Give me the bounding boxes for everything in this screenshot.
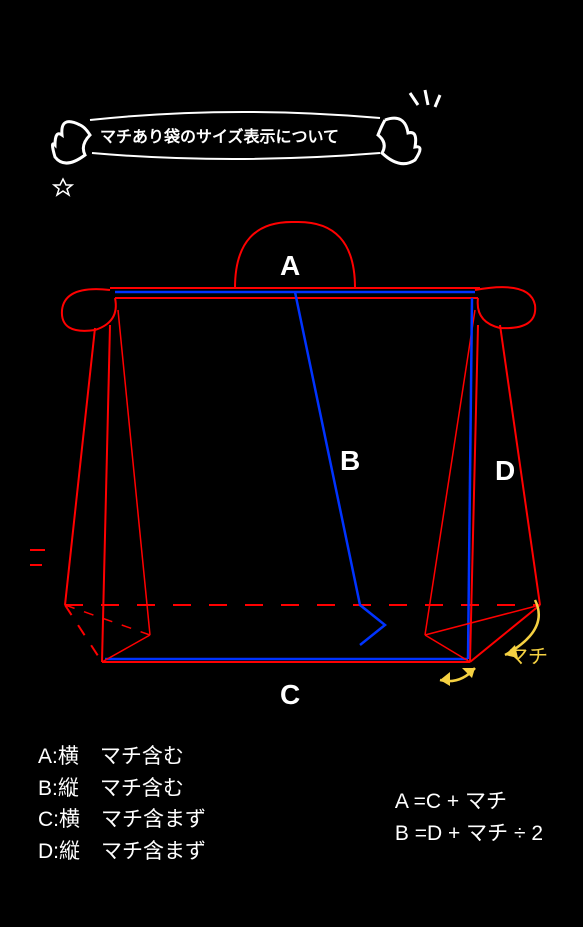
legend-right: A =C + マチ B =D + マチ ÷ 2 [395,786,543,849]
machi-arrowhead-2b [440,672,450,686]
bag-diagram: A B C D マチ [30,210,560,700]
inner-left-back [65,605,150,635]
legend-A: A:横 マチ含む [38,741,206,773]
title-area: マチあり袋のサイズ表示について [30,85,410,165]
title-text: マチあり袋のサイズ表示について [100,123,339,147]
legend-left: A:横 マチ含む B:縦 マチ含む C:横 マチ含まず D:縦 マチ含まず [38,741,206,867]
label-D: D [495,455,515,487]
label-B: B [340,445,360,477]
bottom-left-diag-dashed [65,605,102,662]
label-C: C [280,679,300,711]
legend-B: B:縦 マチ含む [38,773,206,805]
left-side-front [102,325,110,662]
label-A: A [280,250,300,282]
left-loop [62,289,116,331]
legend-D: D:縦 マチ含まず [38,836,206,868]
label-machi: マチ [508,640,548,669]
left-side-back [65,328,95,605]
formula-1: A =C + マチ [395,786,543,818]
right-loop [475,287,535,328]
diagram-svg [30,210,560,730]
inner-fold-left [118,310,150,635]
formula-2: B =D + マチ ÷ 2 [395,818,543,850]
inner-fold-right [425,310,475,635]
legend-C: C:横 マチ含まず [38,804,206,836]
